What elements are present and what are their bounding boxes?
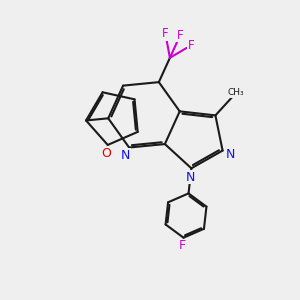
Text: F: F	[188, 39, 194, 52]
Text: N: N	[226, 148, 236, 161]
Text: O: O	[101, 147, 111, 160]
Text: F: F	[162, 27, 169, 40]
Text: N: N	[121, 148, 130, 162]
Text: N: N	[186, 171, 195, 184]
Text: F: F	[177, 29, 183, 42]
Text: F: F	[179, 239, 186, 253]
Text: CH₃: CH₃	[228, 88, 244, 97]
